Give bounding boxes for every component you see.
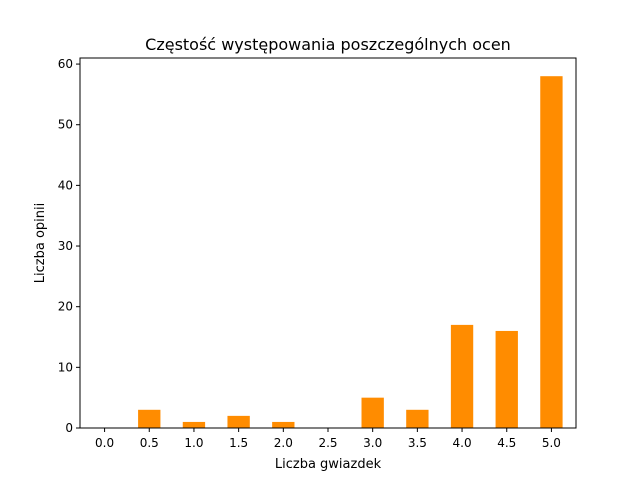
y-tick-label: 30 [58, 239, 73, 253]
y-tick-label: 50 [58, 118, 73, 132]
y-axis-label: Liczba opinii [33, 203, 48, 283]
y-tick-label: 10 [58, 360, 73, 374]
x-tick-label: 1.0 [184, 436, 203, 450]
bar-0.5 [138, 409, 161, 428]
bar-3.0 [361, 397, 384, 428]
chart-title: Częstość występowania poszczególnych oce… [145, 35, 511, 54]
x-tick-label: 1.5 [229, 436, 248, 450]
x-tick-label: 3.0 [363, 436, 382, 450]
x-tick-label: 4.5 [497, 436, 516, 450]
x-tick-label: 2.5 [318, 436, 337, 450]
x-axis: 0.0 0.5 1.0 1.5 2.0 2.5 3.0 3.5 4.0 4.5 5.0 [95, 428, 561, 450]
x-tick-label: 0.0 [95, 436, 114, 450]
x-tick-label: 2.0 [274, 436, 293, 450]
x-tick-label: 4.0 [453, 436, 472, 450]
y-axis: 0 10 20 30 40 50 60 [58, 57, 80, 435]
bar-3.5 [406, 409, 429, 428]
bar-5.0 [540, 76, 563, 428]
bar-2.0 [272, 421, 295, 428]
bar-4.5 [495, 330, 518, 428]
y-tick-label: 20 [58, 300, 73, 314]
x-tick-label: 3.5 [408, 436, 427, 450]
x-tick-label: 5.0 [542, 436, 561, 450]
bar-1.5 [227, 415, 250, 428]
bar-4.0 [450, 324, 474, 428]
y-tick-label: 40 [58, 178, 73, 192]
bars-layer [138, 76, 563, 428]
x-tick-label: 0.5 [140, 436, 159, 450]
bar-1.0 [182, 421, 206, 428]
x-axis-label: Liczba gwiazdek [275, 457, 382, 472]
y-tick-label: 0 [65, 421, 73, 435]
y-tick-label: 60 [58, 57, 73, 71]
